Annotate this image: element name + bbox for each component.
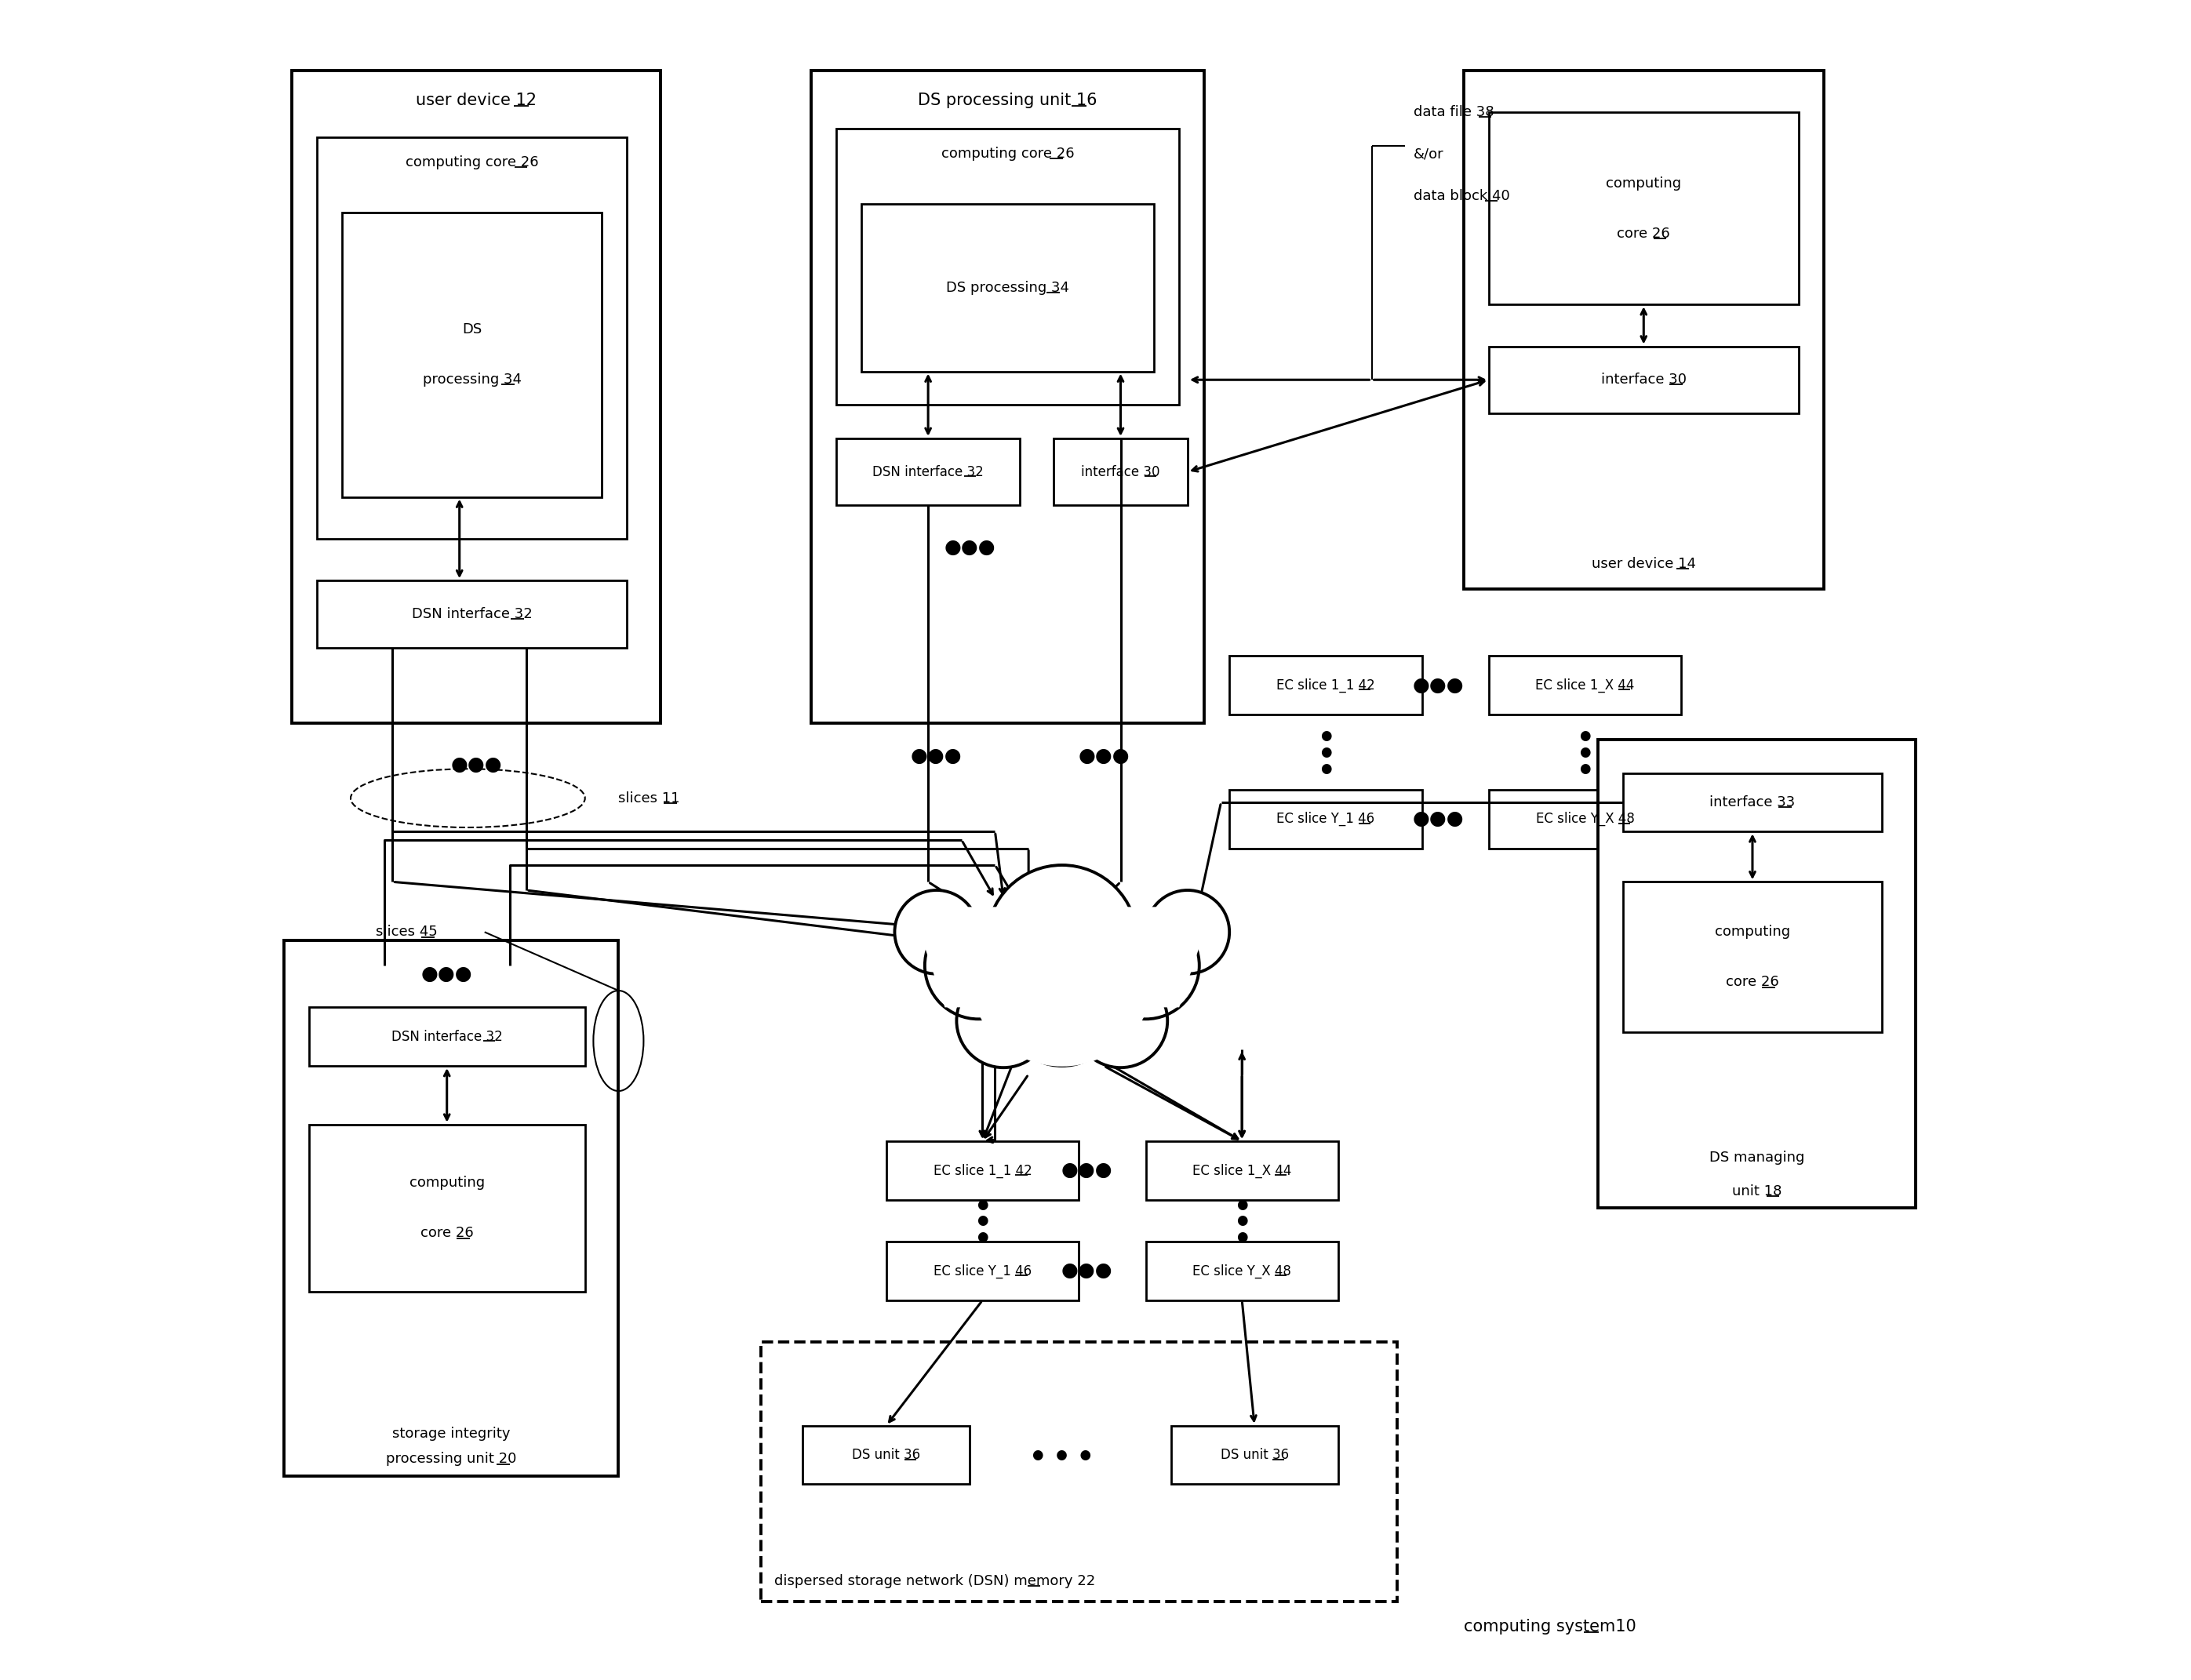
Text: DS processing 34: DS processing 34	[947, 281, 1069, 294]
Bar	[1229, 790, 1422, 848]
Text: ●●●: ●●●	[421, 964, 473, 983]
Text: computing core 26: computing core 26	[942, 146, 1074, 161]
Bar	[1170, 1426, 1339, 1485]
Circle shape	[971, 882, 1155, 1065]
Text: computing system10: computing system10	[1464, 1620, 1637, 1635]
Circle shape	[957, 974, 1049, 1067]
Circle shape	[1146, 890, 1229, 974]
Polygon shape	[911, 907, 1212, 1008]
Text: storage integrity: storage integrity	[392, 1426, 511, 1441]
Text: ●●●: ●●●	[1413, 810, 1464, 828]
Text: core 26: core 26	[1617, 227, 1670, 240]
Bar	[309, 1008, 585, 1065]
Text: data file 38: data file 38	[1413, 104, 1494, 119]
Text: ●●●: ●●●	[911, 748, 962, 766]
Bar	[887, 1242, 1078, 1300]
Bar	[1490, 113, 1799, 304]
Text: ●●●: ●●●	[1060, 1161, 1113, 1179]
Bar	[1490, 346, 1799, 413]
Text: DSN interface 32: DSN interface 32	[392, 1030, 502, 1043]
Bar	[318, 138, 627, 539]
Text: DS unit 36: DS unit 36	[1220, 1448, 1288, 1462]
Text: core 26: core 26	[1727, 974, 1779, 990]
Bar	[1146, 1242, 1339, 1300]
Text: computing: computing	[1716, 926, 1790, 939]
Text: ●●●: ●●●	[1060, 1262, 1113, 1280]
Circle shape	[1091, 912, 1198, 1020]
Text: computing core 26: computing core 26	[405, 155, 539, 170]
Bar	[1490, 790, 1680, 848]
Text: &/or: &/or	[1413, 146, 1444, 161]
Bar	[837, 129, 1179, 405]
Text: ●●●: ●●●	[944, 538, 995, 556]
Text: interface 30: interface 30	[1080, 465, 1159, 479]
Text: EC slice 1_X 44: EC slice 1_X 44	[1536, 679, 1634, 692]
Bar	[760, 1342, 1398, 1601]
Circle shape	[1074, 974, 1168, 1067]
Text: interface 30: interface 30	[1602, 373, 1687, 386]
Text: computing: computing	[410, 1176, 484, 1189]
Bar	[291, 71, 659, 722]
Text: slices 11: slices 11	[618, 791, 679, 805]
Text: processing 34: processing 34	[423, 373, 521, 386]
Bar	[861, 203, 1155, 371]
Text: ●●●: ●●●	[451, 756, 502, 774]
Bar	[1490, 655, 1680, 714]
Text: slices 45: slices 45	[377, 926, 438, 939]
Bar	[342, 212, 603, 497]
Text: ●
●
●: ● ● ●	[1319, 729, 1332, 776]
Text: ●
●
●: ● ● ●	[1580, 729, 1591, 776]
Bar	[1146, 1141, 1339, 1200]
Bar	[283, 941, 618, 1477]
Text: DS: DS	[462, 323, 482, 336]
Bar	[1464, 71, 1823, 590]
Text: ●
●
●: ● ● ●	[977, 1198, 988, 1245]
Text: ●
●
●: ● ● ●	[1236, 1198, 1247, 1245]
Text: ●●●: ●●●	[1413, 675, 1464, 694]
Circle shape	[894, 890, 979, 974]
Text: DS processing unit 16: DS processing unit 16	[918, 92, 1098, 108]
Bar	[1229, 655, 1422, 714]
Bar	[811, 71, 1205, 722]
Circle shape	[1003, 949, 1120, 1065]
Bar	[1624, 773, 1882, 832]
Text: DSN interface 32: DSN interface 32	[872, 465, 984, 479]
Bar	[887, 1141, 1078, 1200]
Text: data block 40: data block 40	[1413, 188, 1510, 203]
Bar	[309, 1124, 585, 1292]
Bar	[318, 581, 627, 647]
Text: EC slice 1_1 42: EC slice 1_1 42	[1277, 679, 1376, 692]
Text: EC slice Y_X 48: EC slice Y_X 48	[1536, 811, 1634, 827]
Text: processing unit 20: processing unit 20	[386, 1452, 517, 1467]
Text: unit 18: unit 18	[1731, 1184, 1781, 1198]
Bar	[802, 1426, 971, 1485]
Bar	[837, 438, 1021, 506]
Circle shape	[925, 912, 1032, 1020]
Text: EC slice Y_1 46: EC slice Y_1 46	[933, 1263, 1032, 1278]
Text: dispersed storage network (DSN) memory 22: dispersed storage network (DSN) memory 2…	[773, 1574, 1096, 1588]
Text: EC slice Y_X 48: EC slice Y_X 48	[1192, 1263, 1290, 1278]
Text: computing: computing	[1606, 176, 1680, 190]
Text: core 26: core 26	[421, 1226, 473, 1240]
Text: DS unit 36: DS unit 36	[852, 1448, 920, 1462]
Text: EC slice 1_X 44: EC slice 1_X 44	[1192, 1163, 1290, 1178]
Text: ●●●: ●●●	[1078, 748, 1131, 766]
Bar	[1054, 438, 1188, 506]
Bar	[1624, 882, 1882, 1033]
Circle shape	[986, 865, 1137, 1016]
Text: DS managing: DS managing	[1709, 1151, 1803, 1164]
Text: EC slice Y_1 46: EC slice Y_1 46	[1277, 811, 1374, 827]
Text: user device 14: user device 14	[1591, 556, 1696, 571]
Text: DSN interface 32: DSN interface 32	[412, 606, 532, 622]
Text: network 24: network 24	[1017, 966, 1109, 981]
Text: ●   ●   ●: ● ● ●	[1032, 1448, 1091, 1462]
Text: EC slice 1_1 42: EC slice 1_1 42	[933, 1163, 1032, 1178]
Text: interface 33: interface 33	[1709, 795, 1794, 810]
Bar	[1597, 739, 1915, 1208]
Text: user device 12: user device 12	[416, 92, 537, 108]
